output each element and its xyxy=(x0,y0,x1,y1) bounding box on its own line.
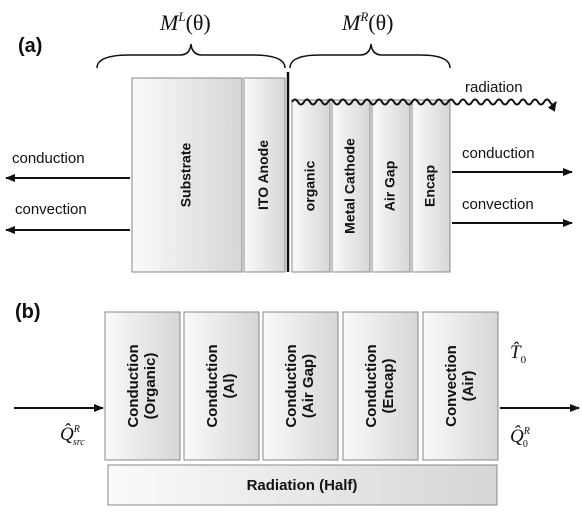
block xyxy=(342,311,419,461)
block xyxy=(183,311,260,461)
block-label: (Air Gap) xyxy=(300,354,317,418)
layer-label: organic xyxy=(302,161,318,212)
block-label: (Encap) xyxy=(380,358,397,413)
output-label: Q̂R 0 xyxy=(510,426,530,450)
layer xyxy=(331,99,371,273)
panel-label: (a) xyxy=(18,35,42,57)
block-label: Conduction xyxy=(204,344,221,427)
arrow-label: convection xyxy=(15,201,87,218)
source-label: Q̂R src xyxy=(60,424,85,448)
block-label: Conduction xyxy=(125,344,142,427)
temperature-label: T̂0 xyxy=(510,342,527,366)
layer-label: Substrate xyxy=(178,143,194,208)
block-label: (Al) xyxy=(221,374,238,399)
block-label: (Organic) xyxy=(142,353,159,420)
layer-label: Encap xyxy=(422,165,438,207)
arrow-label: convection xyxy=(462,196,534,213)
block xyxy=(262,311,339,461)
layer-label: ITO Anode xyxy=(255,140,271,210)
group-label: MR(θ) xyxy=(341,9,393,35)
radiation-block xyxy=(107,464,498,506)
layer xyxy=(243,77,286,273)
layer-label: Air Gap xyxy=(382,161,398,212)
arrow-label: radiation xyxy=(465,79,523,96)
layer xyxy=(371,99,411,273)
layer xyxy=(131,77,243,273)
layer xyxy=(411,99,451,273)
layer-label: Metal Cathode xyxy=(342,138,358,234)
block-label: Radiation (Half) xyxy=(247,477,358,494)
panel-label: (b) xyxy=(15,301,41,323)
layer xyxy=(291,99,331,273)
block-label: (Air) xyxy=(460,371,477,402)
brace xyxy=(289,43,451,69)
block-label: Convection xyxy=(443,345,460,427)
group-label: ML(θ) xyxy=(159,9,211,35)
radiation-wave xyxy=(291,98,557,112)
brace xyxy=(96,43,286,69)
block xyxy=(104,311,181,461)
arrow-label: conduction xyxy=(12,150,85,167)
arrow-label: conduction xyxy=(462,145,535,162)
block xyxy=(422,311,499,461)
block-label: Conduction xyxy=(363,344,380,427)
block-label: Conduction xyxy=(283,344,300,427)
